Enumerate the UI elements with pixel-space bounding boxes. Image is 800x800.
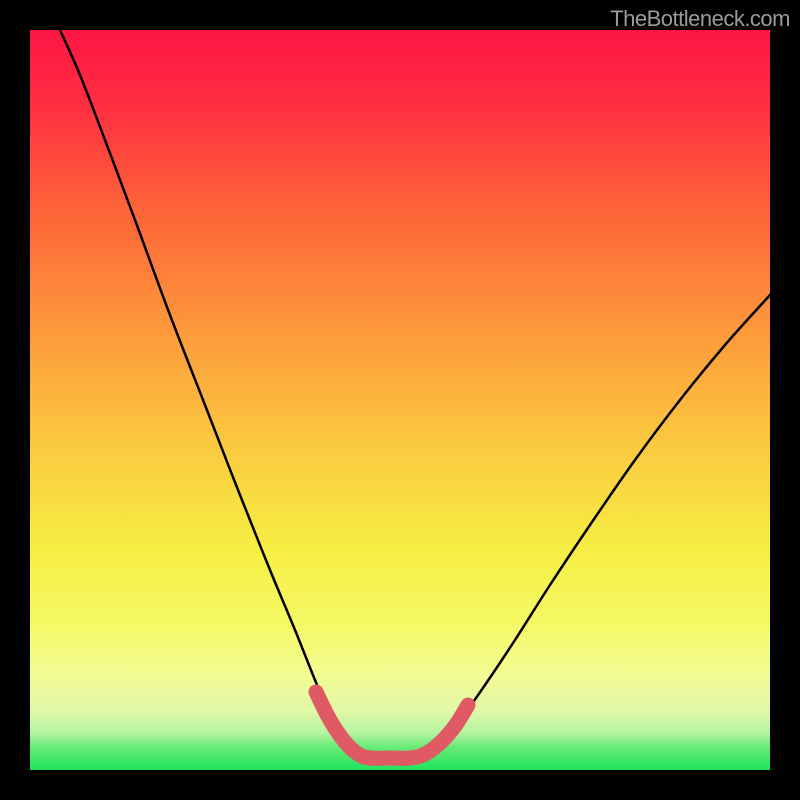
watermark-text: TheBottleneck.com [610, 6, 790, 32]
chart-svg [0, 0, 800, 800]
bottleneck-chart [0, 0, 800, 800]
